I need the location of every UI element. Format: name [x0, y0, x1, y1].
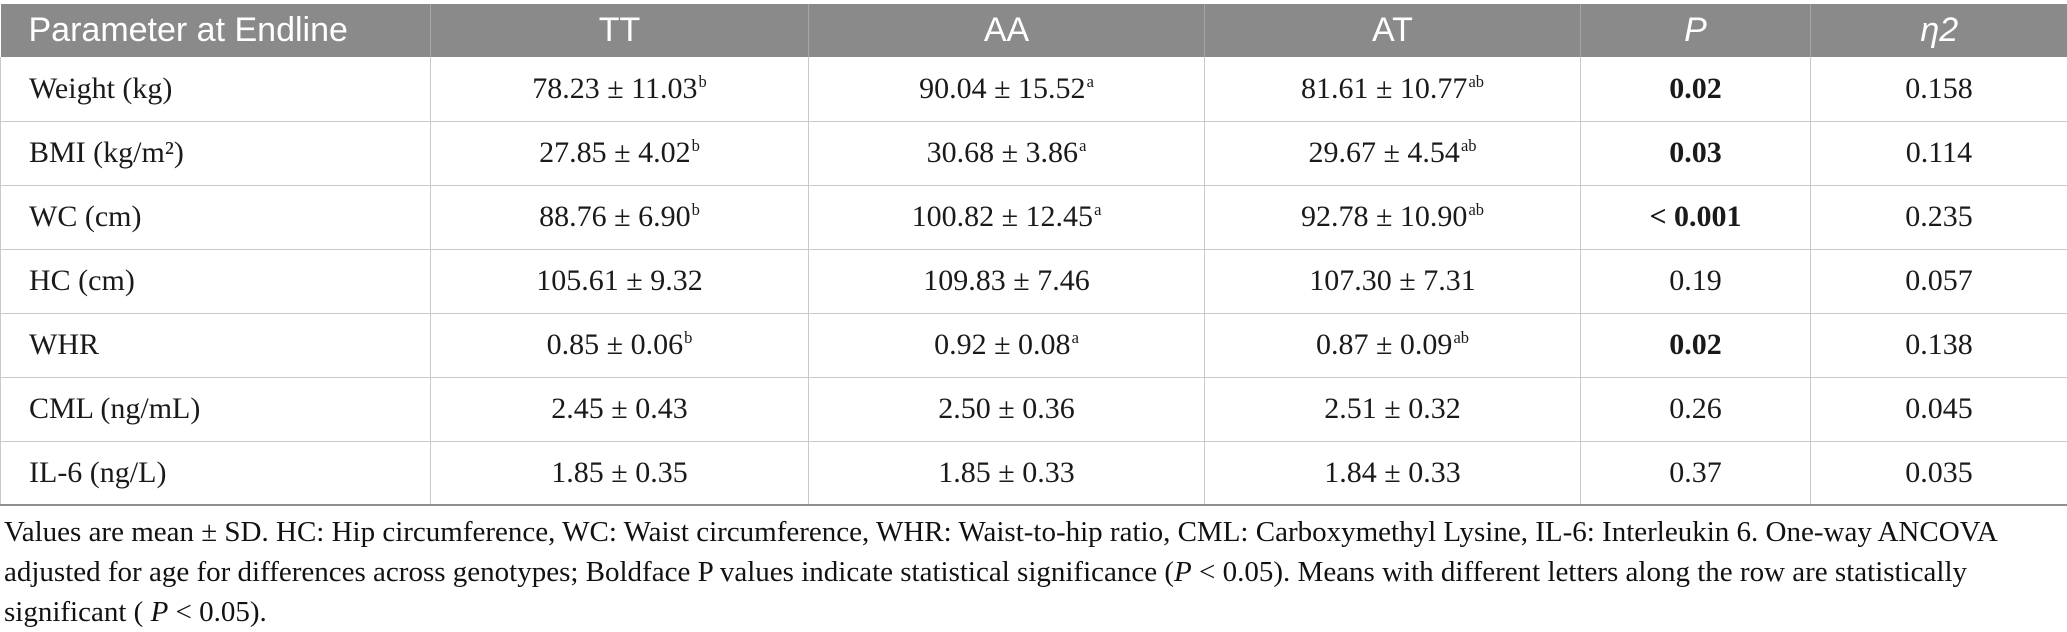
significance-letter: a	[1094, 200, 1101, 219]
tt-value-cell: 0.85 ± 0.06b	[431, 313, 809, 377]
parameter-cell: HC (cm)	[1, 249, 431, 313]
aa-value-cell: 2.50 ± 0.36	[809, 377, 1205, 441]
tt-value-cell: 78.23 ± 11.03b	[431, 57, 809, 121]
table-row: CML (ng/mL) 2.45 ± 0.43 2.50 ± 0.36 2.51 ± …	[1, 377, 2067, 441]
parameter-cell: WC (cm)	[1, 185, 431, 249]
column-header-at: AT	[1205, 4, 1581, 57]
table-row: IL-6 (ng/L) 1.85 ± 0.35 1.85 ± 0.33 1.84 ± …	[1, 441, 2067, 505]
column-header-eta2: η2	[1811, 4, 2067, 57]
significance-letter: b	[684, 328, 692, 347]
mean-sd-value: 0.85 ± 0.06	[547, 328, 683, 361]
column-header-parameter: Parameter at Endline	[1, 4, 431, 57]
mean-sd-value: 107.30 ± 7.31	[1309, 264, 1475, 297]
mean-sd-value: 2.50 ± 0.36	[938, 392, 1074, 425]
eta2-cell: 0.045	[1811, 377, 2067, 441]
mean-sd-value: 0.92 ± 0.08	[934, 328, 1070, 361]
significance-letter: b	[699, 72, 707, 91]
eta2-cell: 0.057	[1811, 249, 2067, 313]
parameter-cell: Weight (kg)	[1, 57, 431, 121]
mean-sd-value: 2.51 ± 0.32	[1324, 392, 1460, 425]
significance-letter: ab	[1461, 136, 1477, 155]
tt-value-cell: 2.45 ± 0.43	[431, 377, 809, 441]
aa-value-cell: 90.04 ± 15.52a	[809, 57, 1205, 121]
mean-sd-value: 2.45 ± 0.43	[551, 392, 687, 425]
p-value-cell: 0.37	[1581, 441, 1811, 505]
p-value-cell: 0.03	[1581, 121, 1811, 185]
aa-value-cell: 30.68 ± 3.86a	[809, 121, 1205, 185]
mean-sd-value: 0.87 ± 0.09	[1316, 328, 1452, 361]
tt-value-cell: 27.85 ± 4.02b	[431, 121, 809, 185]
column-header-p: P	[1581, 4, 1811, 57]
footnote-italic-p: P	[1174, 556, 1192, 588]
p-value-cell: 0.02	[1581, 313, 1811, 377]
significance-letter: ab	[1453, 328, 1469, 347]
eta2-cell: 0.158	[1811, 57, 2067, 121]
at-value-cell: 1.84 ± 0.33	[1205, 441, 1581, 505]
header-row: Parameter at Endline TT AA AT P η2	[1, 4, 2067, 57]
mean-sd-value: 27.85 ± 4.02	[539, 136, 690, 169]
parameter-cell: BMI (kg/m²)	[1, 121, 431, 185]
tt-value-cell: 1.85 ± 0.35	[431, 441, 809, 505]
at-value-cell: 0.87 ± 0.09ab	[1205, 313, 1581, 377]
tt-value-cell: 105.61 ± 9.32	[431, 249, 809, 313]
aa-value-cell: 100.82 ± 12.45a	[809, 185, 1205, 249]
parameter-cell: IL-6 (ng/L)	[1, 441, 431, 505]
p-value-cell: 0.19	[1581, 249, 1811, 313]
significance-letter: ab	[1468, 200, 1484, 219]
p-value-cell: 0.26	[1581, 377, 1811, 441]
footnote-italic-p: P	[151, 596, 169, 628]
significance-letter: b	[692, 200, 700, 219]
parameter-cell: WHR	[1, 313, 431, 377]
mean-sd-value: 1.85 ± 0.33	[938, 456, 1074, 489]
parameter-cell: CML (ng/mL)	[1, 377, 431, 441]
footnote: Values are mean ± SD. HC: Hip circumfere…	[0, 506, 2067, 632]
mean-sd-value: 92.78 ± 10.90	[1301, 200, 1467, 233]
eta2-cell: 0.114	[1811, 121, 2067, 185]
mean-sd-value: 109.83 ± 7.46	[923, 264, 1089, 297]
aa-value-cell: 1.85 ± 0.33	[809, 441, 1205, 505]
column-header-tt: TT	[431, 4, 809, 57]
eta2-cell: 0.138	[1811, 313, 2067, 377]
mean-sd-value: 1.85 ± 0.35	[551, 456, 687, 489]
table-row: HC (cm) 105.61 ± 9.32 109.83 ± 7.46 107.30 …	[1, 249, 2067, 313]
significance-letter: ab	[1468, 72, 1484, 91]
mean-sd-value: 100.82 ± 12.45	[912, 200, 1093, 233]
p-value-cell: < 0.001	[1581, 185, 1811, 249]
mean-sd-value: 29.67 ± 4.54	[1308, 136, 1459, 169]
eta2-cell: 0.035	[1811, 441, 2067, 505]
p-value-cell: 0.02	[1581, 57, 1811, 121]
significance-letter: a	[1087, 72, 1094, 91]
mean-sd-value: 90.04 ± 15.52	[919, 72, 1085, 105]
aa-value-cell: 0.92 ± 0.08a	[809, 313, 1205, 377]
mean-sd-value: 78.23 ± 11.03	[532, 72, 697, 105]
significance-letter: a	[1079, 136, 1086, 155]
mean-sd-value: 1.84 ± 0.33	[1324, 456, 1460, 489]
mean-sd-value: 105.61 ± 9.32	[536, 264, 702, 297]
eta2-cell: 0.235	[1811, 185, 2067, 249]
aa-value-cell: 109.83 ± 7.46	[809, 249, 1205, 313]
tt-value-cell: 88.76 ± 6.90b	[431, 185, 809, 249]
at-value-cell: 81.61 ± 10.77ab	[1205, 57, 1581, 121]
footnote-text: < 0.05).	[168, 596, 267, 628]
mean-sd-value: 30.68 ± 3.86	[927, 136, 1078, 169]
at-value-cell: 2.51 ± 0.32	[1205, 377, 1581, 441]
at-value-cell: 107.30 ± 7.31	[1205, 249, 1581, 313]
at-value-cell: 92.78 ± 10.90ab	[1205, 185, 1581, 249]
at-value-cell: 29.67 ± 4.54ab	[1205, 121, 1581, 185]
column-header-aa: AA	[809, 4, 1205, 57]
significance-letter: b	[692, 136, 700, 155]
significance-letter: a	[1072, 328, 1079, 347]
results-table: Parameter at Endline TT AA AT P η2 Weigh…	[0, 4, 2067, 506]
mean-sd-value: 81.61 ± 10.77	[1301, 72, 1467, 105]
mean-sd-value: 88.76 ± 6.90	[539, 200, 690, 233]
